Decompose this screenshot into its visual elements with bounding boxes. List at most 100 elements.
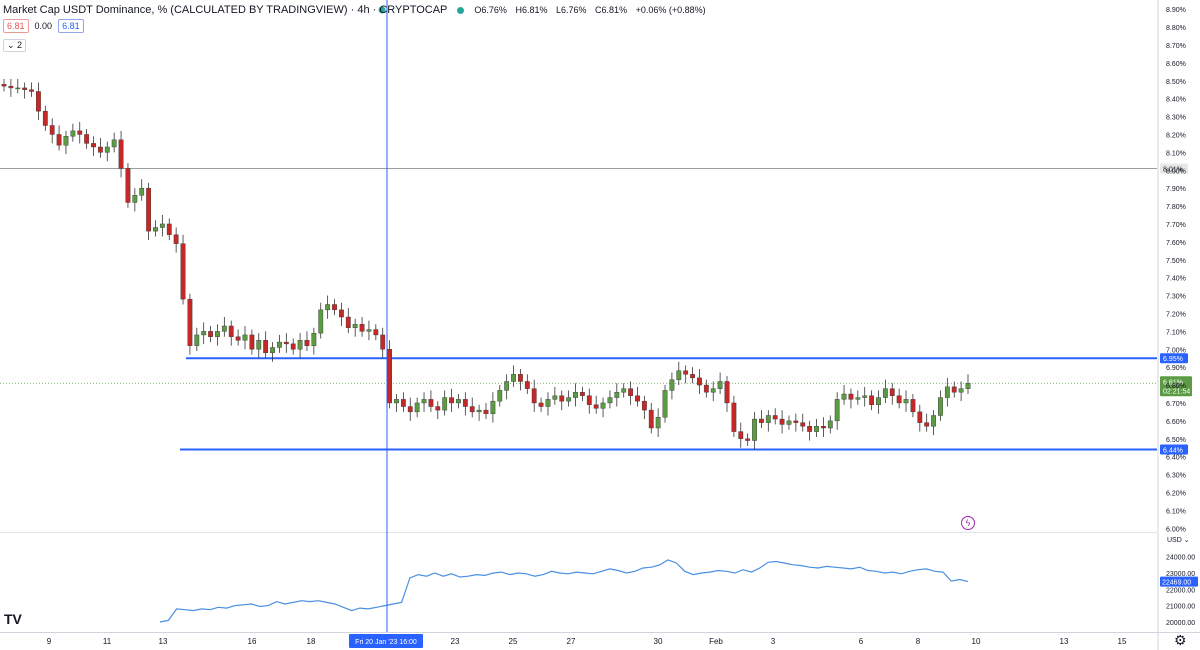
trade-buttons: 6.81 0.00 6.81 (3, 19, 84, 33)
level-label-bg (1160, 353, 1188, 364)
date-tick-label: 18 (307, 637, 316, 646)
candle-body (318, 309, 324, 334)
candle-body (559, 395, 565, 402)
candle-body (84, 134, 90, 144)
price-tick-label: 8.90% (1166, 7, 1186, 14)
horizontal-levels[interactable]: 6.95% 6.44% 8.01% 6.81% 02:21:54 (0, 163, 1192, 455)
candle-body (270, 347, 275, 354)
level-price-label: 8.01% (1160, 163, 1188, 174)
candle-body (311, 332, 317, 346)
candle-body (841, 393, 847, 400)
candle-body (132, 195, 138, 203)
price-tick-label: 8.70% (1166, 43, 1186, 50)
candle-body (552, 395, 558, 400)
price-tick-label: 6.80% (1166, 383, 1186, 390)
candle-body (125, 168, 131, 203)
candle-body (63, 136, 69, 146)
candle-body (910, 399, 916, 413)
symbol-title[interactable]: Market Cap USDT Dominance, % (CALCULATED… (3, 4, 448, 16)
level-price-label: 6.44% (1160, 444, 1188, 455)
candle-body (752, 418, 757, 441)
candle-body (456, 399, 461, 404)
time-axis[interactable]: 9 11 13 16 18 23 25 27 30 Feb 3 6 8 10 13 15 (47, 637, 1127, 646)
buy-button[interactable]: 6.81 (58, 19, 84, 33)
candle-body (1, 84, 7, 87)
low-value: L6.76% (556, 5, 587, 15)
price-tick-label: 7.00% (1166, 347, 1186, 354)
candle-body (173, 234, 179, 244)
candle-body (648, 409, 654, 429)
candle-body (538, 402, 544, 407)
candle-body (641, 400, 647, 411)
date-tick-label: 27 (567, 637, 576, 646)
candle-body (786, 420, 792, 425)
market-status-icon (457, 6, 465, 14)
candle-body (153, 227, 158, 232)
candle-body (449, 397, 454, 404)
candle-body (814, 426, 819, 432)
spread-value: 0.00 (34, 21, 53, 31)
candle-body (917, 411, 923, 423)
sell-button[interactable]: 6.81 (3, 19, 29, 33)
price-tick-label: 6.50% (1166, 437, 1186, 444)
candle-body (380, 334, 386, 350)
candle-body (938, 397, 943, 416)
level-label-text: 6.95% (1163, 356, 1183, 363)
candle-body (580, 392, 585, 396)
candle-body (724, 381, 730, 404)
candle-body (703, 384, 709, 393)
candle-body (263, 340, 269, 354)
usd-axis[interactable]: USD ⌄ 24000.00 23000.00 22000.00 21000.00 200… (1166, 537, 1195, 627)
crosshair: Fri 20 Jan '23 16:00 (349, 0, 423, 648)
price-axis[interactable]: 9.00%8.90%8.80%8.70%8.60%8.50%8.40%8.30%… (1166, 0, 1186, 533)
tradingview-logo-icon[interactable]: TV (4, 611, 22, 627)
gear-icon[interactable]: ⚙ (1174, 632, 1187, 648)
lightning-icon[interactable]: ϟ (961, 516, 975, 530)
candle-body (573, 392, 578, 398)
usd-last-label: 22469.00 (1160, 576, 1198, 587)
candle-body (669, 379, 675, 391)
usd-tick-label: 21000.00 (1166, 604, 1195, 611)
candle-body (339, 309, 344, 318)
candle-body (256, 340, 262, 350)
indicators-toggle-button[interactable]: ⌄ 2 (3, 39, 27, 52)
price-tick-label: 7.20% (1166, 311, 1186, 318)
price-tick-label: 6.90% (1166, 365, 1186, 372)
candle-body (683, 370, 689, 375)
candle-body (407, 406, 413, 413)
candle-body (476, 409, 482, 413)
level-label-text: 6.44% (1163, 447, 1183, 454)
candle-body (201, 331, 207, 336)
candle-body (15, 87, 21, 90)
date-tick-label: 9 (47, 637, 52, 646)
candle-body (635, 395, 640, 402)
candle-body (97, 146, 103, 153)
candle-body (676, 370, 682, 380)
last-price-bg (1160, 376, 1192, 397)
candle-body (586, 395, 592, 405)
candle-body (22, 87, 28, 90)
crosshair-time-label: Fri 20 Jan '23 16:00 (349, 634, 423, 648)
candle-body (807, 426, 813, 432)
candle-body (779, 418, 785, 425)
candle-body (139, 187, 145, 196)
candle-body (29, 89, 34, 92)
candle-body (469, 406, 475, 413)
crosshair-label-bg (349, 634, 423, 648)
price-tick-label: 8.30% (1166, 115, 1186, 122)
candle-body (765, 415, 771, 423)
price-tick-label: 8.60% (1166, 61, 1186, 68)
candle-body (614, 392, 620, 398)
candle-body (215, 331, 220, 337)
price-tick-label: 7.70% (1166, 222, 1186, 229)
price-tick-label: 7.60% (1166, 240, 1186, 247)
usd-last-text: 22469.00 (1162, 580, 1191, 587)
date-tick-label: 6 (859, 637, 864, 646)
candle-body (304, 340, 310, 346)
candle-body (462, 399, 468, 407)
candle-body (70, 130, 76, 137)
candle-body (77, 130, 83, 135)
candle-body (277, 341, 282, 348)
candle-body (111, 139, 117, 148)
